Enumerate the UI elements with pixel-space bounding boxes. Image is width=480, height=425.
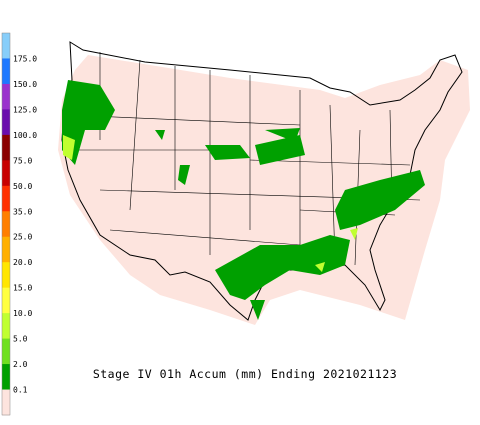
precip-areas bbox=[62, 80, 425, 320]
legend-swatch bbox=[2, 58, 10, 85]
legend-swatch bbox=[2, 185, 10, 212]
legend-label: 150.0 bbox=[13, 80, 37, 89]
legend-swatch bbox=[2, 33, 10, 59]
legend: 175.0 150.0 125.0 100.0 75.0 50.0 35.0 25.0 20.0… bbox=[1, 32, 37, 416]
legend-label: 20.0 bbox=[13, 258, 32, 267]
legend-frame bbox=[1, 32, 11, 416]
legend-label: 15.0 bbox=[13, 284, 32, 293]
legend-label: 2.0 bbox=[13, 360, 28, 369]
legend-label: 175.0 bbox=[13, 54, 37, 63]
legend-swatch bbox=[2, 313, 10, 340]
legend-label: 25.0 bbox=[13, 233, 32, 242]
legend-swatch bbox=[2, 83, 10, 110]
legend-swatch bbox=[2, 287, 10, 314]
legend-swatch bbox=[2, 109, 10, 136]
legend-swatch bbox=[2, 262, 10, 289]
legend-label: 0.1 bbox=[13, 386, 28, 395]
legend-swatch bbox=[2, 134, 10, 161]
legend-swatch bbox=[2, 160, 10, 187]
legend-label: 5.0 bbox=[13, 335, 28, 344]
legend-label: 50.0 bbox=[13, 182, 32, 191]
country-outline bbox=[61, 41, 463, 321]
legend-swatch bbox=[2, 364, 10, 391]
legend-swatch bbox=[2, 389, 10, 416]
legend-label: 125.0 bbox=[13, 105, 37, 114]
precip-domain bbox=[58, 55, 470, 325]
legend-label: 100.0 bbox=[13, 131, 37, 140]
legend-label: 10.0 bbox=[13, 309, 32, 318]
map bbox=[58, 41, 470, 325]
map-title: Stage IV 01h Accum (mm) Ending 202102112… bbox=[93, 367, 397, 381]
legend-swatch bbox=[2, 211, 10, 238]
legend-swatch bbox=[2, 338, 10, 365]
legend-label: 35.0 bbox=[13, 207, 32, 216]
legend-label: 75.0 bbox=[13, 156, 32, 165]
legend-swatch bbox=[2, 236, 10, 263]
